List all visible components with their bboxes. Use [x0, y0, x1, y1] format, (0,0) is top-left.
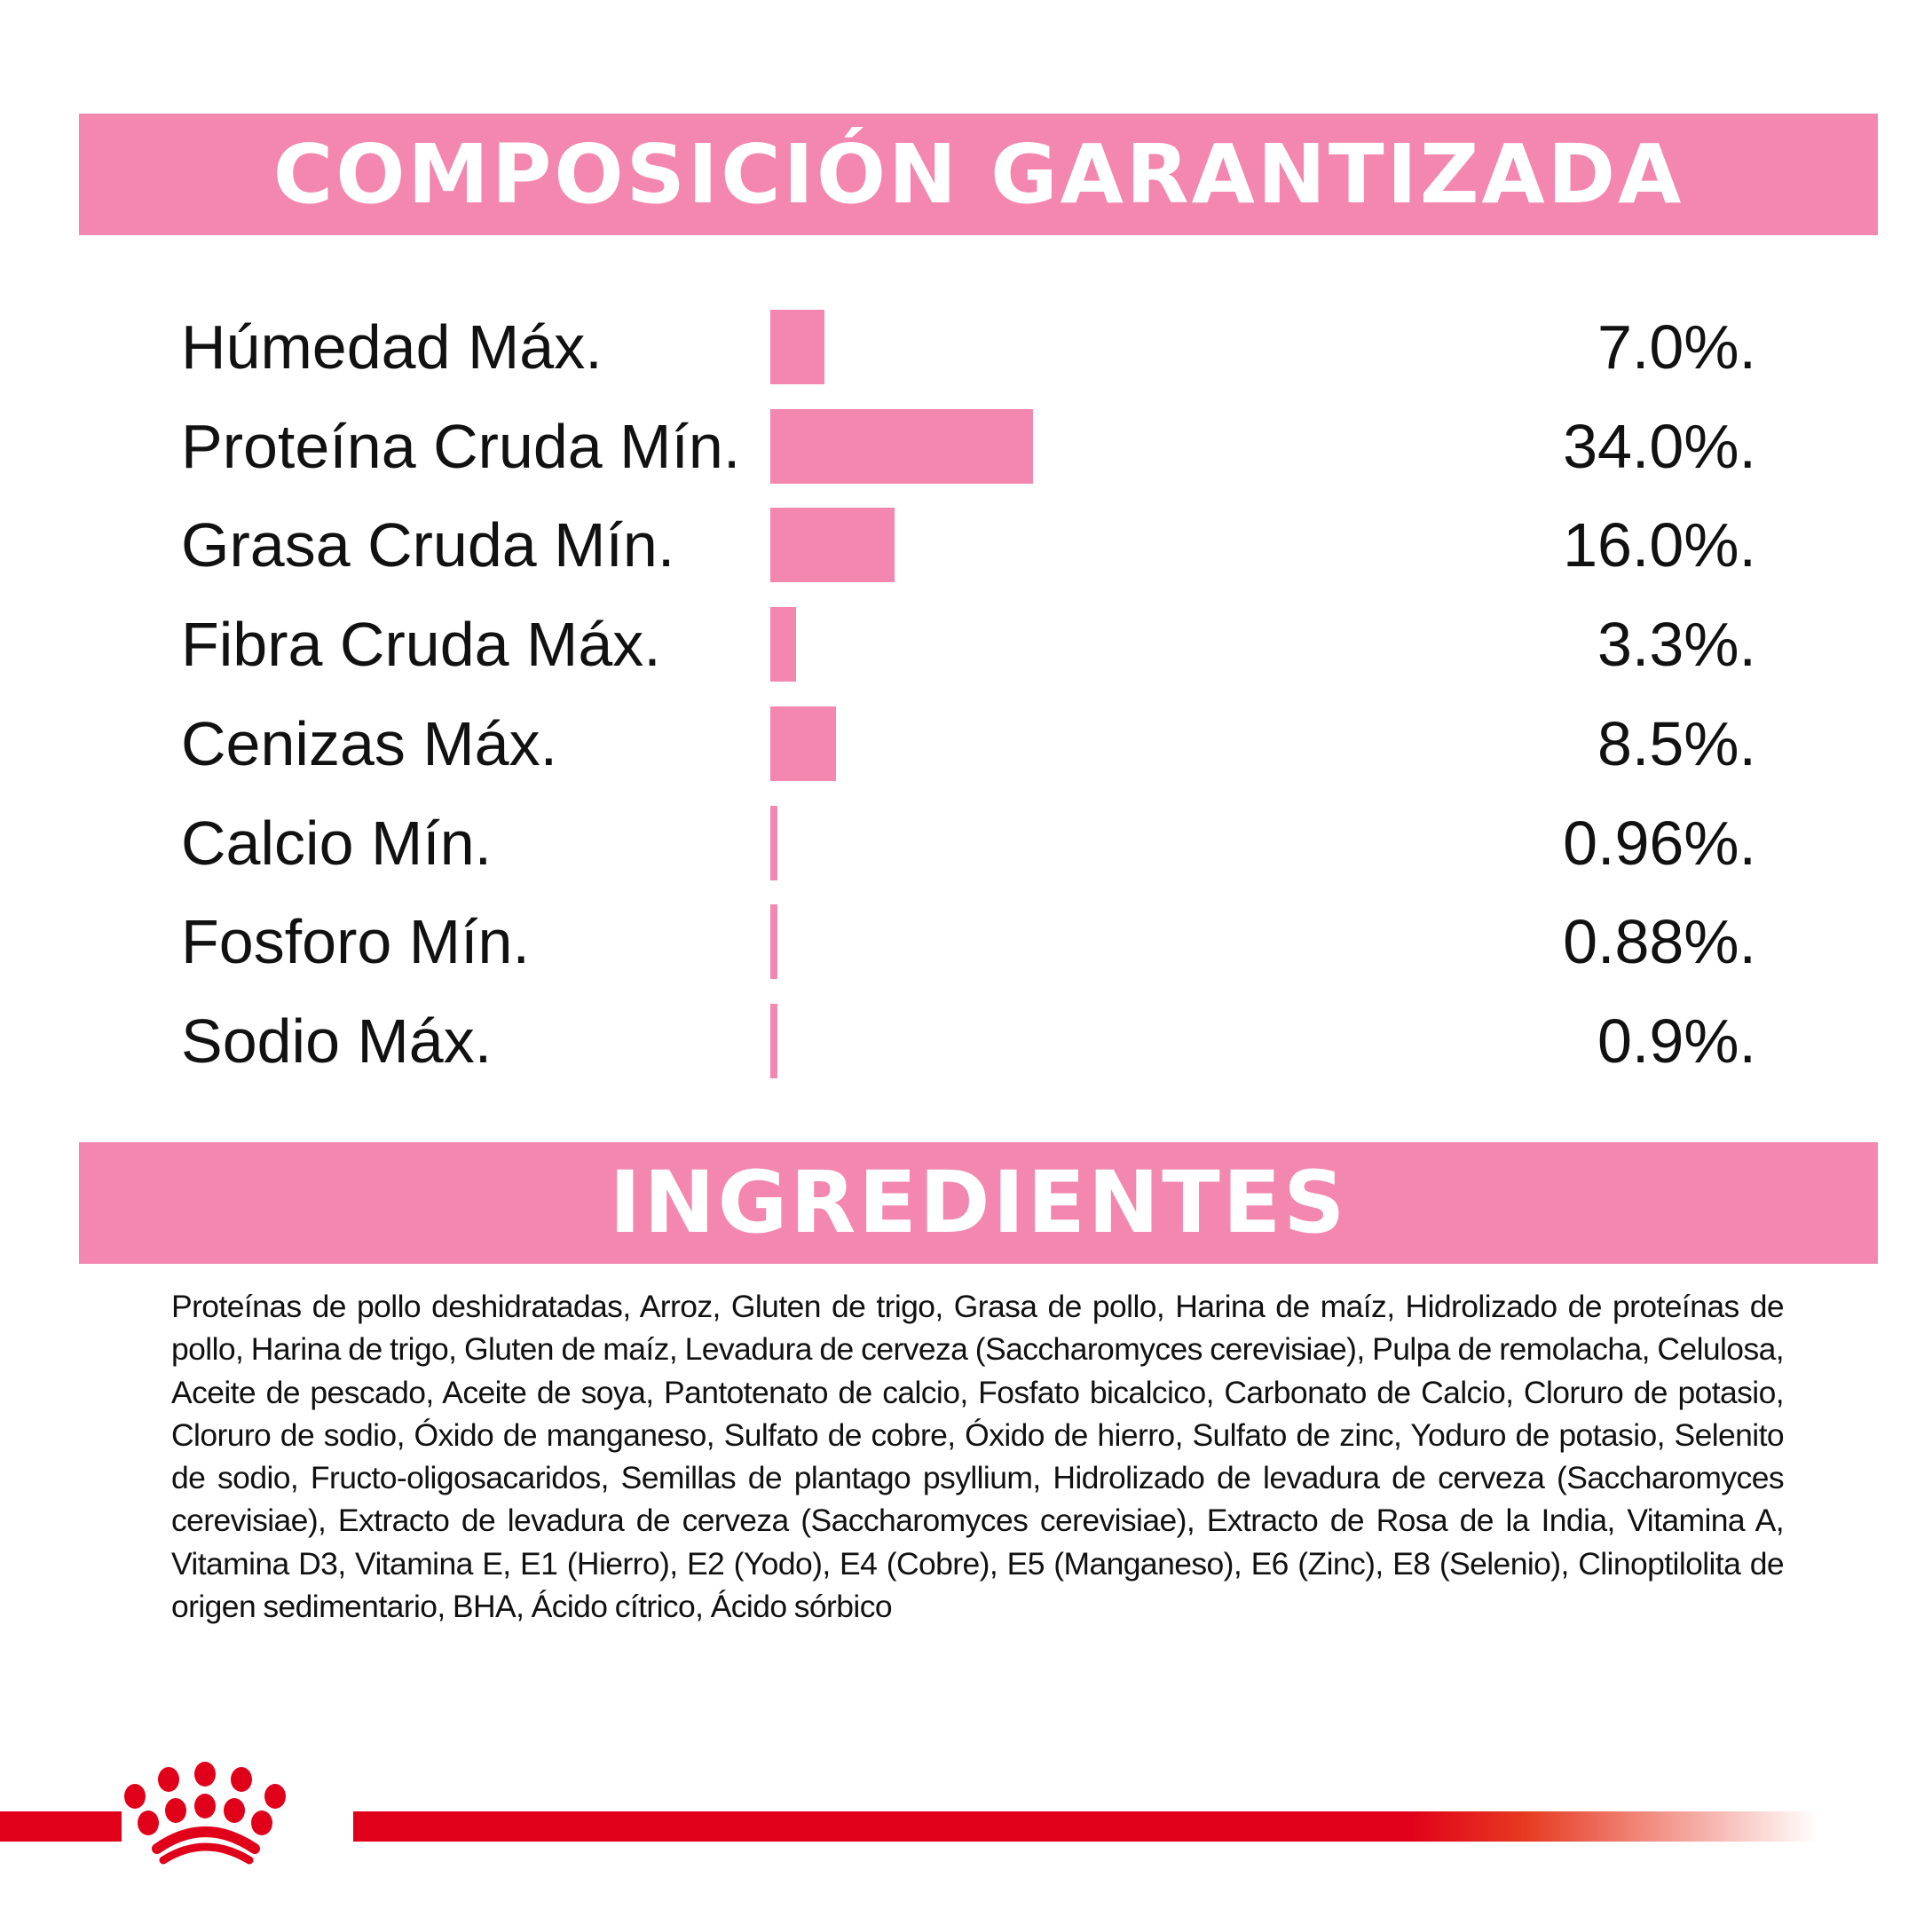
nutrient-bar [770, 706, 837, 781]
nutrient-value: 8.5%. [1597, 708, 1756, 778]
nutrient-value: 16.0%. [1563, 510, 1756, 580]
nutrient-bar [770, 408, 1034, 484]
composition-row: Proteína Cruda Mín. 34.0%. [0, 397, 1932, 496]
nutrient-value: 0.88%. [1563, 907, 1756, 977]
footer-line-left [0, 1811, 122, 1842]
nutrient-value: 7.0%. [1597, 312, 1756, 382]
nutrient-label: Grasa Cruda Mín. [181, 510, 675, 580]
nutrient-label: Calcio Mín. [181, 808, 493, 878]
ingredients-text: Proteínas de pollo deshidratadas, Arroz,… [171, 1289, 1785, 1625]
nutrient-label: Cenizas Máx. [181, 708, 558, 778]
nutrient-bar [770, 1003, 777, 1078]
composition-row: Fosforo Mín. 0.88%. [0, 892, 1932, 991]
nutrient-bar [770, 607, 796, 682]
nutrient-label: Sodio Máx. [181, 1006, 493, 1076]
nutrient-label: Fibra Cruda Máx. [181, 610, 661, 680]
composition-row: Calcio Mín. 0.96%. [0, 793, 1932, 893]
nutrient-label: Fosforo Mín. [181, 907, 530, 977]
composition-row: Sodio Máx. 0.9%. [0, 991, 1932, 1091]
nutrient-label: Húmedad Máx. [181, 312, 603, 382]
nutrient-bar [770, 904, 777, 980]
composition-header: COMPOSICIÓN GARANTIZADA [79, 114, 1878, 235]
nutrient-value: 34.0%. [1563, 411, 1756, 481]
footer-line-right [353, 1811, 1818, 1842]
composition-row: Húmedad Máx. 7.0%. [0, 297, 1932, 397]
composition-row: Cenizas Máx. 8.5%. [0, 694, 1932, 793]
ingredients-header: INGREDIENTES [79, 1142, 1878, 1264]
nutrient-label: Proteína Cruda Mín. [181, 411, 741, 481]
nutrient-value: 0.96%. [1563, 808, 1756, 878]
nutrient-bar [770, 508, 895, 583]
nutrient-bar [770, 805, 778, 880]
nutrient-bar [770, 310, 825, 384]
nutrient-value: 3.3%. [1597, 610, 1756, 680]
composition-row: Grasa Cruda Mín. 16.0%. [0, 495, 1932, 595]
composition-row: Fibra Cruda Máx. 3.3%. [0, 595, 1932, 694]
nutrient-value: 0.9%. [1597, 1006, 1756, 1076]
